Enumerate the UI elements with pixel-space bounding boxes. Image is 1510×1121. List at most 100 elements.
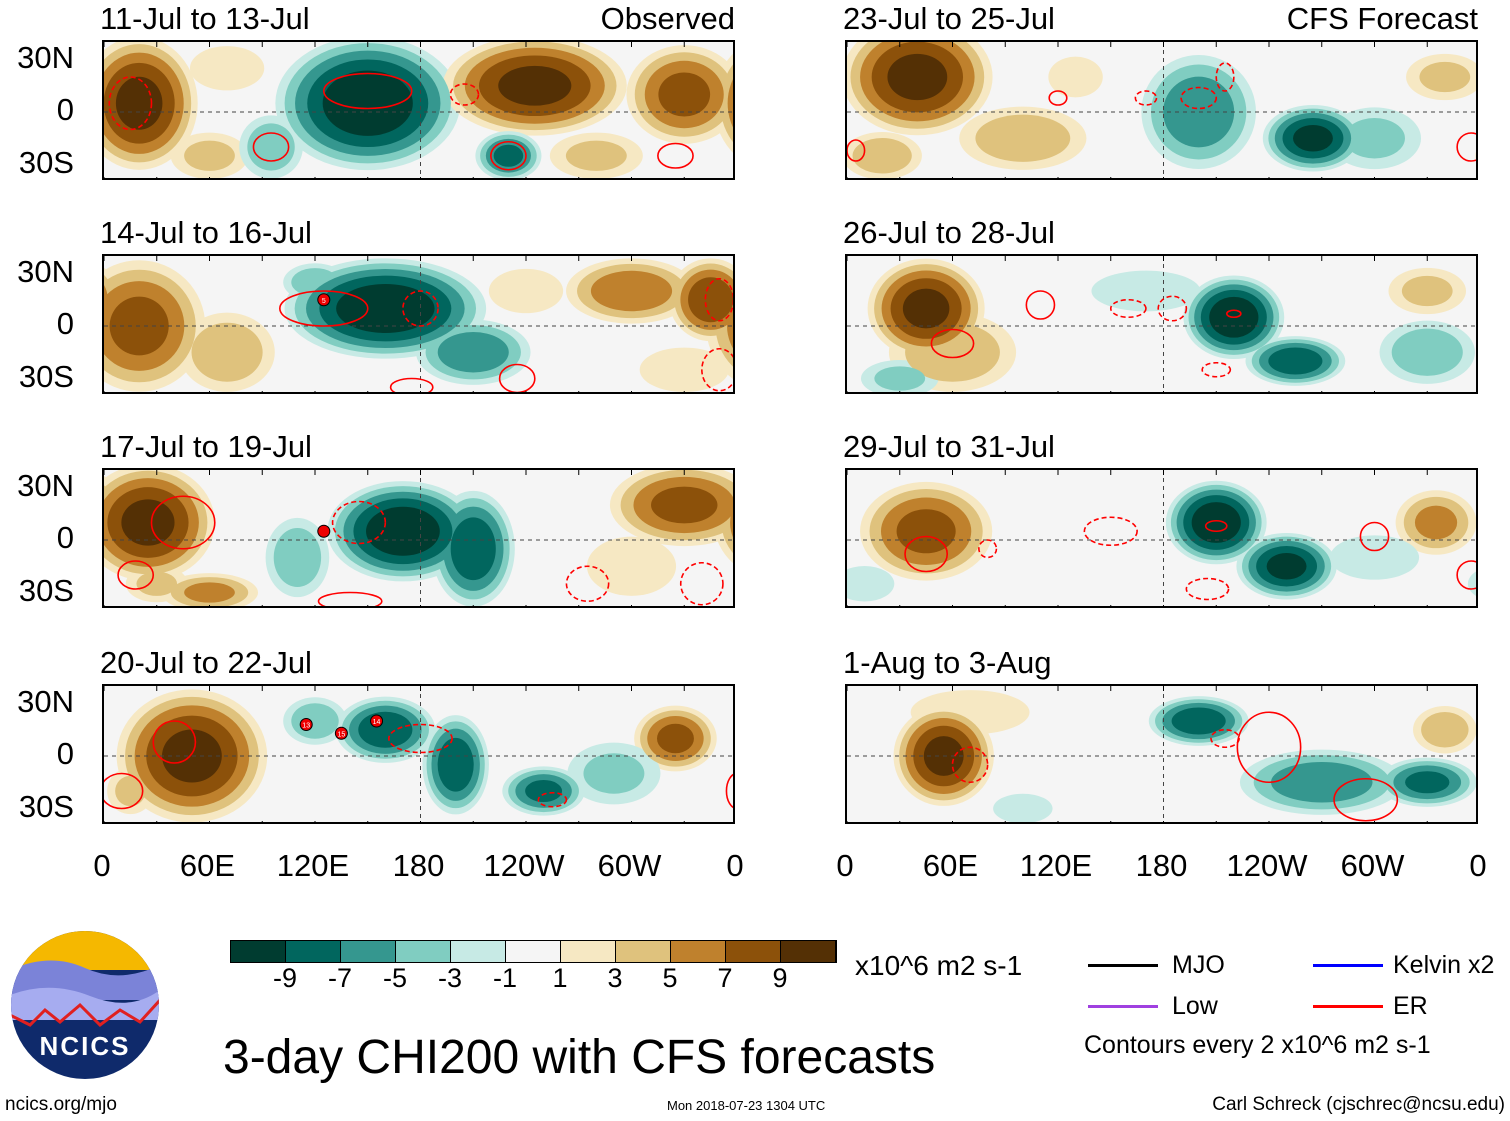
anomaly-contour	[688, 277, 733, 323]
anomaly-contour	[247, 123, 295, 171]
anomaly-contour	[590, 270, 673, 312]
lon-tick-label: 0	[836, 848, 854, 883]
lon-tick-label: 60W	[1340, 848, 1405, 883]
anomaly-contour	[115, 76, 163, 130]
site-link[interactable]: ncics.org/mjo	[5, 1094, 117, 1115]
er-contour	[1226, 309, 1242, 319]
anomaly-contour	[273, 528, 322, 587]
er-contour	[1456, 132, 1476, 162]
anomaly-contour	[727, 79, 733, 128]
lon-tick-label: 120W	[483, 848, 565, 883]
er-contour	[1215, 62, 1235, 92]
er-contour	[152, 720, 197, 764]
legend-er: ER	[1393, 992, 1428, 1020]
anomaly-contour	[1266, 553, 1307, 580]
anomaly-contour	[639, 347, 729, 392]
panel-title: 14-Jul to 16-Jul	[100, 215, 312, 250]
lat-tick-label: 30N	[17, 683, 74, 719]
tropical-cyclone-icon: 15	[334, 726, 348, 740]
map-panel	[845, 468, 1478, 608]
storm-label: 5	[322, 298, 326, 305]
anomaly-contour	[366, 506, 440, 556]
colorbar-tick-label: 3	[607, 963, 623, 993]
map-panel	[845, 40, 1478, 180]
anomaly-contour	[902, 288, 950, 329]
anomaly-contour	[1419, 61, 1471, 93]
colorbar-swatch	[671, 941, 726, 962]
lon-tick-label: 60E	[179, 848, 236, 883]
tropical-cyclone-icon	[317, 524, 331, 538]
panel-title: 1-Aug to 3-Aug	[843, 645, 1052, 680]
anomaly-contour	[322, 70, 413, 136]
panel-title: 23-Jul to 25-Jul	[843, 1, 1055, 36]
er-contour	[725, 773, 733, 809]
colorbar-tick-label: -7	[327, 963, 353, 993]
anomaly-contour	[437, 737, 474, 792]
panel-title: 29-Jul to 31-Jul	[843, 429, 1055, 464]
storm-label: 14	[373, 719, 381, 726]
tropical-cyclone-icon: 13	[299, 718, 313, 731]
anomaly-contour	[1329, 535, 1420, 580]
anomaly-contour	[1163, 76, 1235, 148]
anomaly-contour	[1091, 270, 1201, 312]
anomaly-contour	[525, 779, 563, 803]
colorbar-tick-label: -5	[382, 963, 408, 993]
anomaly-contour	[651, 486, 718, 524]
lat-tick-label: 0	[56, 306, 74, 341]
anomaly-contour	[887, 53, 948, 101]
lat-tick-label: 30N	[17, 253, 74, 289]
tropical-cyclone-icon: 14	[370, 714, 384, 728]
er-contour	[537, 791, 568, 808]
lon-tick-label: 120W	[1226, 848, 1308, 883]
legend-kelvin: Kelvin x2	[1393, 951, 1495, 979]
er-contour	[1204, 519, 1228, 533]
er-contour	[322, 72, 413, 110]
colorbar-swatch	[726, 941, 781, 962]
er-contour	[252, 132, 290, 162]
anomaly-contour	[191, 322, 263, 382]
legend-er-line	[1313, 1005, 1383, 1008]
panel-title: 20-Jul to 22-Jul	[100, 645, 312, 680]
storm-label: 13	[302, 723, 310, 730]
map-panel	[845, 254, 1478, 394]
er-contour	[117, 560, 155, 590]
er-contour	[389, 377, 434, 392]
anomaly-contour	[291, 703, 339, 739]
anomaly-contour	[488, 268, 564, 314]
er-contour	[1210, 728, 1240, 749]
observed-label: Observed	[600, 1, 735, 36]
anomaly-contour	[1293, 125, 1333, 152]
er-contour	[1180, 86, 1218, 110]
er-contour	[978, 539, 998, 559]
author: Carl Schreck (cjschrec@ncsu.edu)	[1212, 1094, 1505, 1115]
legend-kelvin-line	[1313, 964, 1383, 967]
colorbar-tick-label: 5	[662, 963, 678, 993]
legend-mjo: MJO	[1172, 951, 1225, 979]
anomaly-contour	[656, 723, 694, 754]
er-contour	[498, 363, 536, 392]
anomaly-contour	[1270, 762, 1373, 803]
colorbar-tick-label: -1	[492, 963, 518, 993]
er-contour	[449, 83, 480, 106]
anomaly-contour	[847, 67, 851, 87]
tropical-cyclone-icon: 5	[317, 293, 331, 307]
colorbar-swatch	[561, 941, 616, 962]
lat-tick-label: 30N	[17, 39, 74, 75]
figure-title: 3-day CHI200 with CFS forecasts	[223, 1031, 936, 1084]
er-contour	[1333, 777, 1399, 822]
er-contour	[317, 591, 383, 606]
colorbar-swatch	[781, 941, 836, 962]
lat-tick-label: 30S	[18, 358, 74, 394]
map-panel	[102, 40, 735, 180]
lon-tick-label: 60W	[597, 848, 662, 883]
map-panel: 5	[102, 254, 735, 394]
colorbar-swatch	[286, 941, 341, 962]
anomaly-contour	[852, 138, 912, 174]
anomaly-contour	[1401, 275, 1453, 307]
anomaly-contour	[658, 72, 711, 117]
legend-low-line	[1088, 1005, 1158, 1008]
legend-low: Low	[1172, 992, 1218, 1020]
anomaly-contour	[184, 140, 235, 171]
er-contour	[657, 142, 694, 169]
anomaly-contour	[1344, 118, 1405, 159]
